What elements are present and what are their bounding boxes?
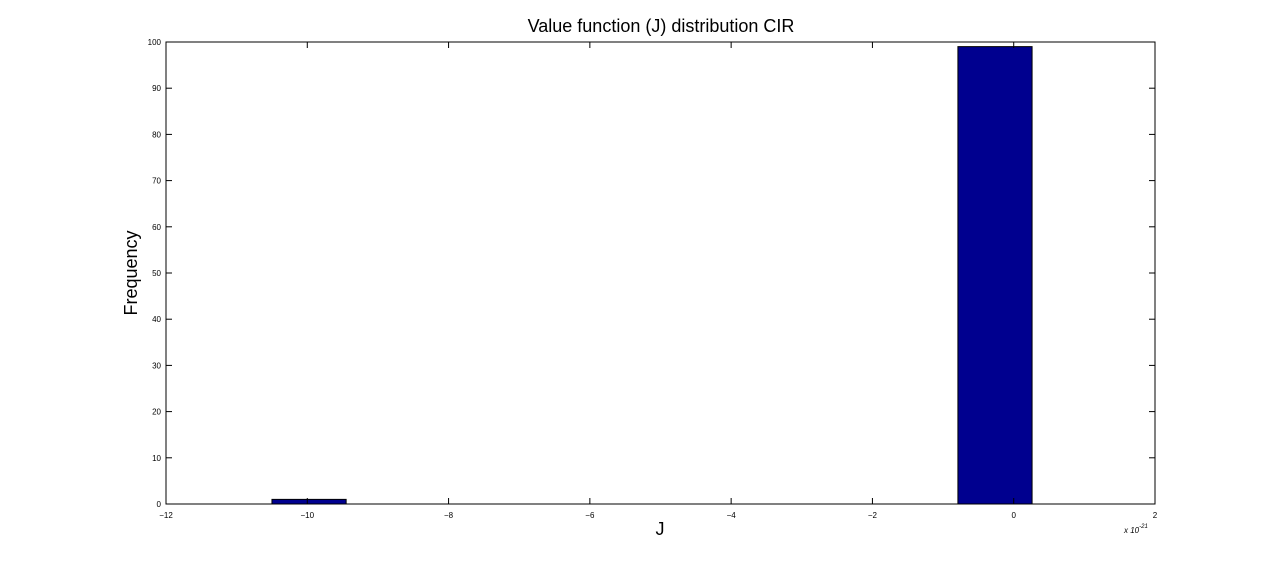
x-tick-label-1: −10 (300, 511, 314, 520)
x-tick-label-5: −2 (868, 511, 878, 520)
y-tick-label-6: 60 (152, 223, 161, 232)
y-axis-ticks: 0 10 20 30 40 50 60 70 80 90 100 (148, 38, 1155, 509)
y-tick-label-9: 90 (152, 84, 161, 93)
histogram-bar-1 (957, 46, 1033, 505)
y-tick-label-2: 20 (152, 408, 161, 417)
x-tick-label-7: 2 (1153, 511, 1158, 520)
x-tick-label-4: −4 (727, 511, 737, 520)
x-tick-label-2: −8 (444, 511, 454, 520)
x-axis-multiplier: x 10-21 (1123, 524, 1148, 535)
x-tick-label-0: −12 (159, 511, 173, 520)
y-tick-label-0: 0 (157, 500, 162, 509)
y-tick-label-7: 70 (152, 177, 161, 186)
x-axis-label: J (656, 519, 665, 539)
y-axis-label: Frequency (121, 230, 141, 315)
y-tick-label-4: 40 (152, 315, 161, 324)
x-axis-multiplier-base: x 10 (1123, 526, 1140, 535)
chart-title: Value function (J) distribution CIR (528, 16, 795, 36)
x-tick-label-3: −6 (585, 511, 595, 520)
y-tick-label-1: 10 (152, 454, 161, 463)
y-tick-label-5: 50 (152, 269, 161, 278)
x-axis-multiplier-exponent: -21 (1139, 524, 1148, 530)
y-tick-label-8: 80 (152, 130, 161, 139)
bars-group (271, 46, 1033, 505)
y-tick-label-10: 100 (148, 38, 162, 47)
x-tick-label-6: 0 (1011, 511, 1016, 520)
x-axis-ticks: −12 −10 −8 −6 −4 −2 0 2 (159, 42, 1158, 520)
histogram-bar-0 (271, 498, 347, 505)
plot-area-frame (165, 41, 1156, 505)
y-tick-label-3: 30 (152, 361, 161, 370)
